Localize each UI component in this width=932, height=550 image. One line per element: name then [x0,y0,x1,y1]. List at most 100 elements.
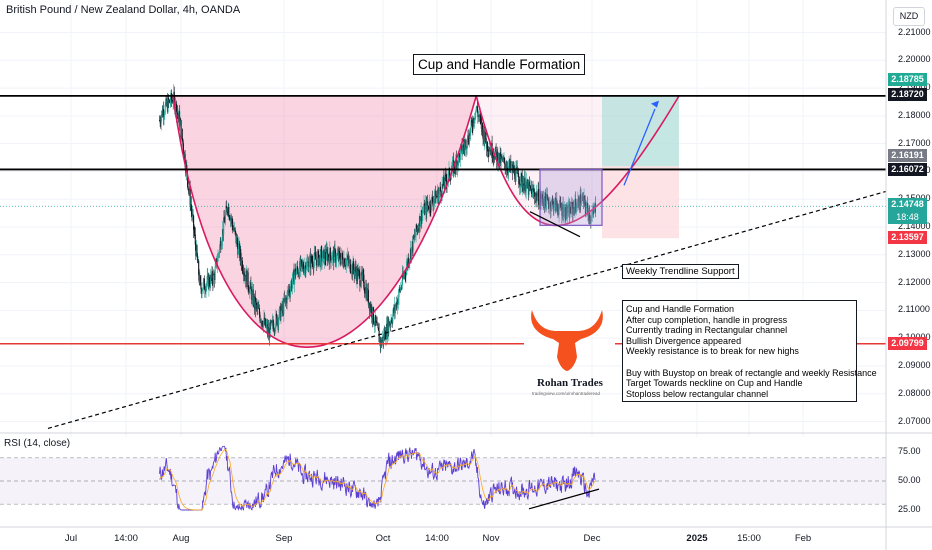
candle [405,274,407,276]
trendline-label[interactable]: Weekly Trendline Support [622,264,739,279]
candle [252,289,254,305]
candle [194,232,196,235]
candle [240,259,242,266]
candle [564,207,566,210]
candle [412,235,414,251]
candle [473,117,475,123]
candle [277,319,279,326]
candle [333,250,335,263]
candle [329,248,331,264]
candle [565,204,568,220]
candle [435,196,437,204]
candle [526,179,528,185]
candle [291,282,293,289]
candle [519,185,522,187]
candle [576,206,578,209]
candle [228,216,230,218]
candle [363,274,365,288]
candle [286,297,288,304]
candle [365,286,367,299]
candle [229,217,231,221]
candle [522,183,524,191]
rsi-title[interactable]: RSI (14, close) [4,438,71,449]
candle [582,196,584,197]
candle [220,246,222,250]
candle [389,323,391,327]
pattern-title-label[interactable]: Cup and Handle Formation [413,54,586,75]
candle [581,196,583,198]
candle [477,115,480,117]
candle [378,330,380,343]
candle [336,254,338,261]
candle [550,206,552,211]
candle [493,155,495,159]
x-tick-label: 14:00 [114,533,138,544]
symbol-title[interactable]: British Pound / New Zealand Dollar, 4h, … [6,4,241,16]
candle [397,299,399,304]
candle [483,129,485,140]
price-badge: 2.16191 [888,149,927,162]
candle [317,250,319,255]
candle [244,275,246,276]
candle [481,123,483,129]
note-line: Weekly resistance is to break for new hi… [626,346,799,357]
candle [361,271,363,277]
candle [443,185,445,188]
y-tick-label: 2.13000 [898,248,931,259]
candle [561,204,564,216]
candle [425,202,427,215]
analysis-notes[interactable]: Cup and Handle Formation After cup comple… [622,300,877,403]
x-tick-label: Dec [583,533,601,544]
candle [415,224,417,236]
candle [511,164,513,167]
candle [353,261,355,270]
candle [302,264,304,265]
candle [444,175,446,188]
candle [173,91,175,98]
candle [274,327,276,331]
candle [215,258,217,262]
candle [220,241,222,250]
candle [375,315,377,323]
candle [246,270,248,287]
candle [406,261,408,268]
projection-arrowhead [651,100,659,108]
candle [514,178,516,182]
candle [219,241,221,246]
candle [408,258,410,266]
candle [371,317,373,321]
y-tick-label: 2.20000 [898,54,931,65]
candle [324,251,326,264]
candle [233,228,235,231]
candle [342,257,344,265]
candle [362,273,364,277]
candle [581,196,583,204]
candle [347,259,350,264]
candle [199,276,201,283]
candle [407,258,409,267]
currency-button[interactable]: NZD [893,7,925,26]
candle [358,270,360,273]
candle [391,321,393,323]
candle [188,189,190,192]
candle [238,243,240,246]
candle [193,229,195,233]
candle [161,110,163,117]
y-tick-label: 2.08000 [898,387,931,398]
candle [579,194,581,210]
candle [242,270,244,273]
candle [219,245,221,254]
candle [514,168,516,179]
candle [311,261,313,263]
candle [592,210,594,217]
candle [279,306,281,321]
candle [178,110,180,126]
candle [416,224,418,231]
candle [292,270,295,273]
candle [301,260,303,265]
candle [361,271,363,284]
candle [358,270,360,272]
candle [428,209,430,211]
candle [403,275,405,277]
